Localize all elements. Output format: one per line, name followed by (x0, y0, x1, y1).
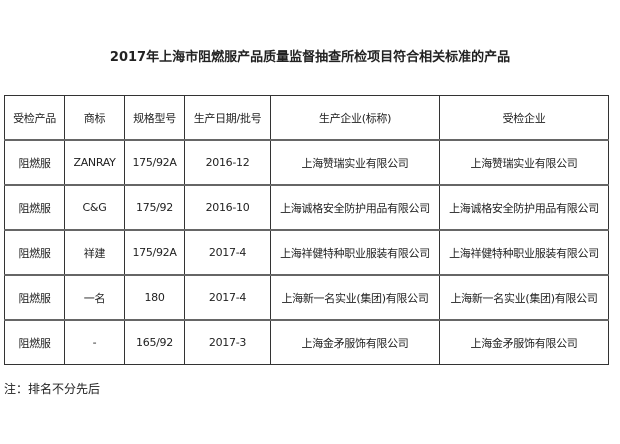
page-title: 2017年上海市阻燃服产品质量监督抽查所检项目符合相关标准的产品 (109, 50, 511, 65)
cell-inspected-company: 上海金矛服饰有限公司 (439, 319, 609, 365)
cell-spec: 165/92 (124, 319, 185, 365)
cell-date: 2016-10 (184, 184, 271, 231)
cell-inspected-company: 上海赞瑞实业有限公司 (439, 139, 609, 186)
cell-spec: 180 (124, 274, 185, 321)
cell-brand: - (64, 319, 125, 365)
cell-date: 2017-4 (184, 274, 271, 321)
header-row: 受检产品 商标 规格型号 生产日期/批号 生产企业(标称) 受检企业 (4, 95, 609, 141)
table-row: 阻燃服 C&G 175/92 2016-10 上海诚格安全防护用品有限公司 上海诚格安全防… (4, 184, 609, 231)
cell-brand: 一名 (64, 274, 125, 321)
cell-product: 阻燃服 (4, 139, 65, 186)
header-date: 生产日期/批号 (184, 95, 271, 141)
footnote: 注：排名不分先后 (4, 382, 101, 396)
header-manufacturer: 生产企业(标称) (270, 95, 440, 141)
cell-spec: 175/92A (124, 139, 185, 186)
header-brand: 商标 (64, 95, 125, 141)
header-inspected-company: 受检企业 (439, 95, 609, 141)
cell-product: 阻燃服 (4, 229, 65, 276)
cell-manufacturer: 上海诚格安全防护用品有限公司 (270, 184, 440, 231)
cell-product: 阻燃服 (4, 184, 65, 231)
cell-product: 阻燃服 (4, 319, 65, 365)
table-row: 阻燃服 一名 180 2017-4 上海新一名实业(集团)有限公司 上海新一名实业(集团)… (4, 274, 609, 321)
cell-brand: ZANRAY (64, 139, 125, 186)
table-row: 阻燃服 -165/92 2017-3 上海金矛服饰有限公司 上海金矛服饰有限公司 (4, 319, 609, 365)
cell-date: 2016-12 (184, 139, 271, 186)
cell-inspected-company: 上海新一名实业(集团)有限公司 (439, 274, 609, 321)
cell-inspected-company: 上海祥健特种职业服装有限公司 (439, 229, 609, 276)
products-table: 受检产品 商标 规格型号 生产日期/批号 生产企业(标称) 受检企业 阻燃服 ZANRAY 17… (4, 95, 609, 365)
cell-date: 2017-4 (184, 229, 271, 276)
cell-date: 2017-3 (184, 319, 271, 365)
cell-spec: 175/92A (124, 229, 185, 276)
cell-manufacturer: 上海新一名实业(集团)有限公司 (270, 274, 440, 321)
cell-spec: 175/92 (124, 184, 185, 231)
header-product: 受检产品 (4, 95, 65, 141)
table-row: 阻燃服 祥建 175/92A 2017-4 上海祥健特种职业服装有限公司 上海祥健特种职业… (4, 229, 609, 276)
table-row: 阻燃服 ZANRAY 175/92A 2016-12 上海赞瑞实业有限公司 上海赞瑞实业有… (4, 139, 609, 186)
cell-manufacturer: 上海祥健特种职业服装有限公司 (270, 229, 440, 276)
cell-manufacturer: 上海金矛服饰有限公司 (270, 319, 440, 365)
cell-product: 阻燃服 (4, 274, 65, 321)
cell-brand: 祥建 (64, 229, 125, 276)
header-spec: 规格型号 (124, 95, 185, 141)
cell-brand: C&G (64, 184, 125, 231)
cell-manufacturer: 上海赞瑞实业有限公司 (270, 139, 440, 186)
cell-inspected-company: 上海诚格安全防护用品有限公司 (439, 184, 609, 231)
